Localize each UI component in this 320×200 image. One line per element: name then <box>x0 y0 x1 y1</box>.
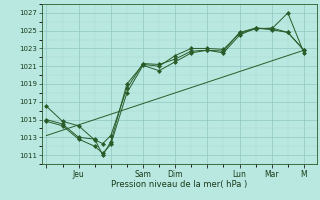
X-axis label: Pression niveau de la mer( hPa ): Pression niveau de la mer( hPa ) <box>111 180 247 189</box>
